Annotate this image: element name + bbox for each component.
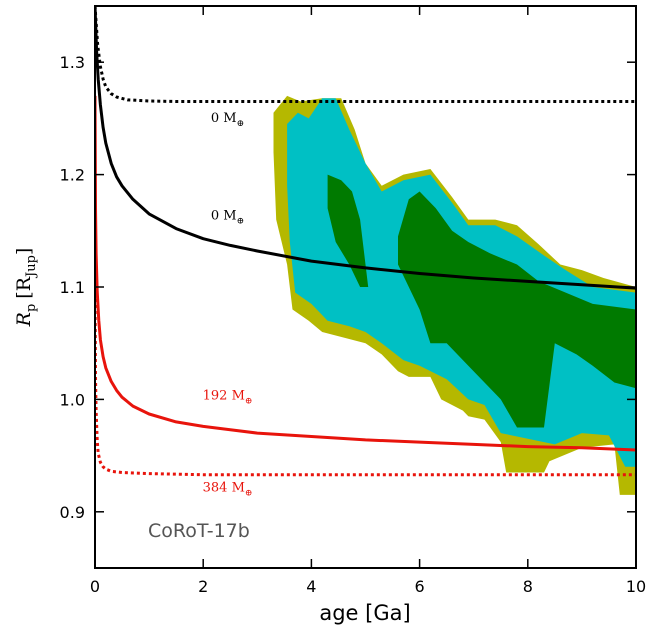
x-tick-label-4: 8: [523, 577, 533, 596]
x-tick-label-0: 0: [90, 577, 100, 596]
y-tick-label-4: 1.3: [60, 53, 85, 72]
curve-label-2: 192 M⊕: [203, 388, 253, 406]
region-inner-3: [398, 191, 636, 428]
curve-2-solid: [95, 95, 636, 452]
curve-1-solid: [95, 6, 636, 290]
x-tick-label-1: 2: [198, 577, 208, 596]
confidence-regions: [273, 95, 636, 495]
region-inner-2: [327, 174, 369, 287]
curve-label-0: 0 M⊕: [211, 111, 244, 129]
x-tick-label-2: 4: [306, 577, 316, 596]
curve-labels: 0 M⊕ 0 M⊕ 192 M⊕ 384 M⊕: [203, 111, 253, 499]
y-tick-label-2: 1.1: [60, 278, 85, 297]
y-axis-unit-sub: Jup: [24, 255, 39, 279]
x-axis-title: age [Ga]: [319, 601, 410, 625]
x-tick-label-3: 6: [415, 577, 425, 596]
curve-label-1: 0 M⊕: [211, 209, 244, 227]
y-axis-symbol-sub: p: [24, 304, 39, 312]
y-axis-unit-close: ]: [13, 248, 35, 255]
y-axis-title: Rp [RJup]: [13, 248, 39, 328]
model-curves: [95, 6, 636, 477]
curve-label-3: 384 M⊕: [203, 481, 253, 499]
axis-ticks: 0 2 4 6 8 10 0.9 1.0 1.1 1.2 1.3: [60, 6, 646, 596]
y-tick-label-1: 1.0: [60, 390, 85, 409]
y-axis-unit-open: [R: [13, 276, 35, 298]
y-tick-label-3: 1.2: [60, 166, 85, 185]
x-tick-label-5: 10: [626, 577, 646, 596]
y-axis-symbol: R: [13, 312, 35, 327]
panel-label: CoRoT-17b: [148, 520, 250, 542]
y-tick-label-0: 0.9: [60, 503, 85, 522]
curve-0-dotted: [95, 6, 636, 103]
